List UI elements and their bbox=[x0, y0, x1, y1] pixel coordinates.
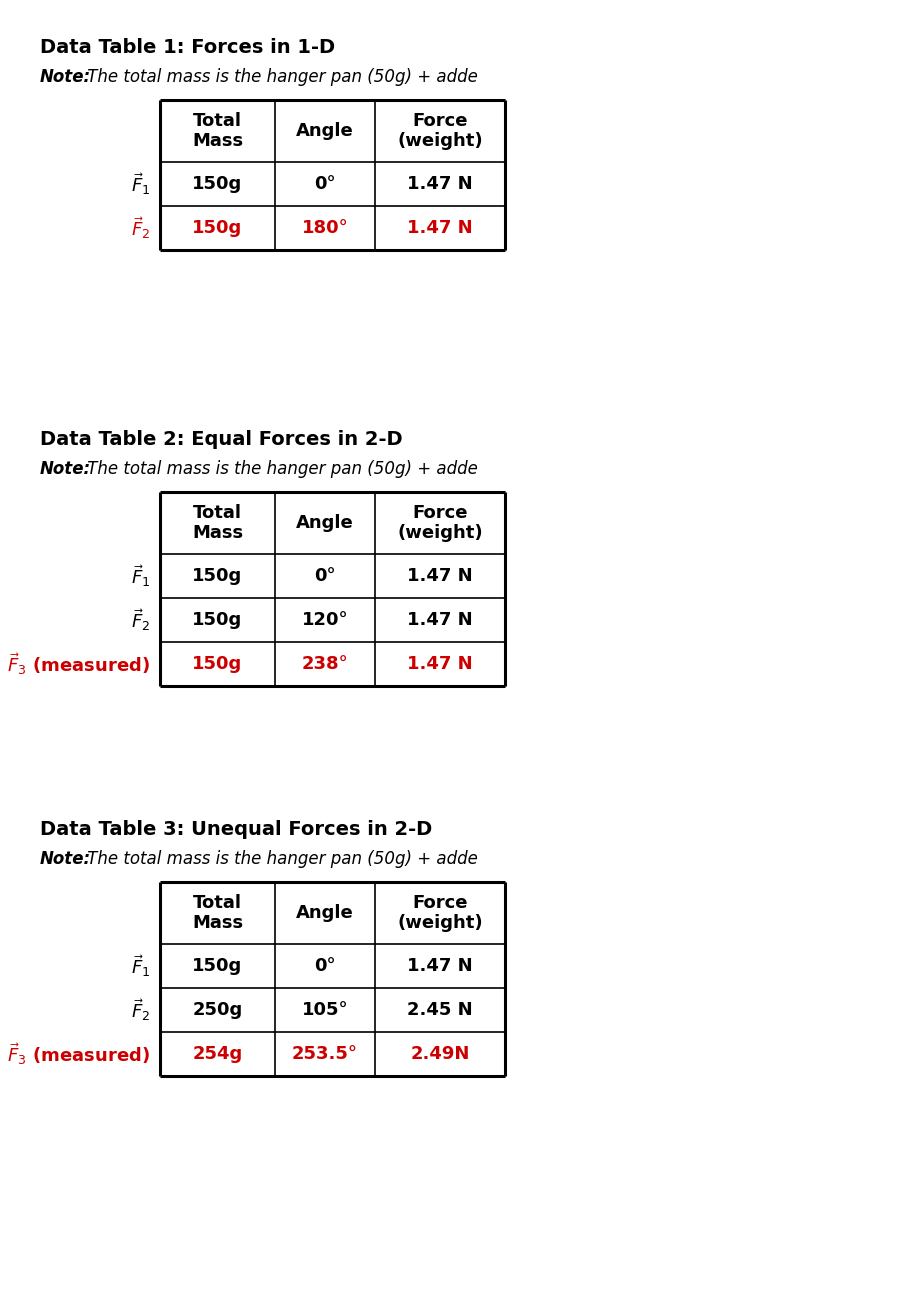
Text: The total mass is the hanger pan (50g) + adde: The total mass is the hanger pan (50g) +… bbox=[82, 67, 478, 86]
Text: The total mass is the hanger pan (50g) + adde: The total mass is the hanger pan (50g) +… bbox=[82, 850, 478, 868]
Text: Force
(weight): Force (weight) bbox=[397, 112, 483, 151]
Text: $\vec{F}_1$: $\vec{F}_1$ bbox=[130, 953, 150, 979]
Text: 0°: 0° bbox=[314, 175, 336, 193]
Text: $\vec{F}_2$: $\vec{F}_2$ bbox=[130, 607, 150, 633]
Text: 150g: 150g bbox=[193, 957, 242, 975]
Text: Note:: Note: bbox=[40, 459, 91, 478]
Text: 1.47 N: 1.47 N bbox=[408, 175, 473, 193]
Text: 0°: 0° bbox=[314, 567, 336, 585]
Text: 150g: 150g bbox=[193, 567, 242, 585]
Text: Total
Mass: Total Mass bbox=[192, 504, 243, 543]
Text: $\vec{F}_3$ (measured): $\vec{F}_3$ (measured) bbox=[7, 652, 150, 678]
Text: $\vec{F}_1$: $\vec{F}_1$ bbox=[130, 563, 150, 589]
Text: 1.47 N: 1.47 N bbox=[408, 567, 473, 585]
Text: 238°: 238° bbox=[302, 655, 348, 672]
Text: Total
Mass: Total Mass bbox=[192, 112, 243, 151]
Text: Force
(weight): Force (weight) bbox=[397, 504, 483, 543]
Text: The total mass is the hanger pan (50g) + adde: The total mass is the hanger pan (50g) +… bbox=[82, 459, 478, 478]
Text: 1.47 N: 1.47 N bbox=[408, 655, 473, 672]
Text: 2.49N: 2.49N bbox=[410, 1045, 470, 1063]
Text: $\vec{F}_3$ (measured): $\vec{F}_3$ (measured) bbox=[7, 1041, 150, 1067]
Text: 1.47 N: 1.47 N bbox=[408, 611, 473, 630]
Text: 105°: 105° bbox=[302, 1001, 348, 1019]
Text: Angle: Angle bbox=[297, 122, 353, 140]
Text: 150g: 150g bbox=[193, 655, 242, 672]
Text: 250g: 250g bbox=[193, 1001, 242, 1019]
Text: $\vec{F}_2$: $\vec{F}_2$ bbox=[130, 215, 150, 241]
Text: Force
(weight): Force (weight) bbox=[397, 893, 483, 932]
Text: Angle: Angle bbox=[297, 514, 353, 532]
Text: 2.45 N: 2.45 N bbox=[408, 1001, 473, 1019]
Text: Total
Mass: Total Mass bbox=[192, 893, 243, 932]
Text: 253.5°: 253.5° bbox=[292, 1045, 358, 1063]
Text: 150g: 150g bbox=[193, 175, 242, 193]
Text: 254g: 254g bbox=[193, 1045, 242, 1063]
Text: 150g: 150g bbox=[193, 219, 242, 238]
Text: 1.47 N: 1.47 N bbox=[408, 219, 473, 238]
Text: $\vec{F}_1$: $\vec{F}_1$ bbox=[130, 171, 150, 197]
Text: 1.47 N: 1.47 N bbox=[408, 957, 473, 975]
Text: Data Table 2: Equal Forces in 2-D: Data Table 2: Equal Forces in 2-D bbox=[40, 430, 403, 449]
Text: Data Table 3: Unequal Forces in 2-D: Data Table 3: Unequal Forces in 2-D bbox=[40, 820, 432, 839]
Text: Note:: Note: bbox=[40, 850, 91, 868]
Text: Note:: Note: bbox=[40, 67, 91, 86]
Text: 0°: 0° bbox=[314, 957, 336, 975]
Text: 150g: 150g bbox=[193, 611, 242, 630]
Text: 120°: 120° bbox=[302, 611, 348, 630]
Text: $\vec{F}_2$: $\vec{F}_2$ bbox=[130, 997, 150, 1023]
Text: Data Table 1: Forces in 1-D: Data Table 1: Forces in 1-D bbox=[40, 38, 335, 57]
Text: 180°: 180° bbox=[302, 219, 348, 238]
Text: Angle: Angle bbox=[297, 903, 353, 922]
